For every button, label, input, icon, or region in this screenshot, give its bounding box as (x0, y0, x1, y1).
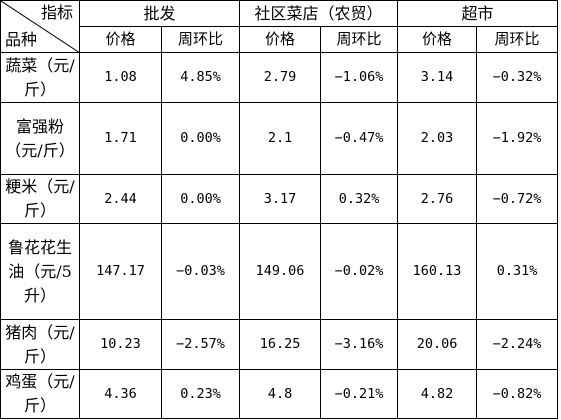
cell-value: 4.8 (239, 369, 322, 419)
cell-value: 2.1 (239, 102, 322, 175)
row-name-pork: 猪肉（元/斤） (0, 319, 80, 370)
table-row: 粳米（元/斤） 2.44 0.00% 3.17 0.32% 2.76 −0.72… (0, 174, 559, 224)
corner-row-label: 品种 (5, 30, 38, 49)
row-name-vegetables: 蔬菜（元/斤） (0, 52, 80, 103)
cell-value: −3.16% (320, 319, 399, 370)
cell-value: 16.25 (239, 319, 322, 370)
table-row: 鲁花花生油（元/5升） 147.17 −0.03% 149.06 −0.02% … (0, 223, 559, 320)
cell-value: −0.82% (476, 369, 559, 419)
cell-value: 2.44 (79, 174, 162, 224)
cell-value: 147.17 (79, 223, 162, 320)
row-name-flour: 富强粉（元/斤） (0, 102, 80, 175)
corner-diagonal-line (1, 1, 79, 52)
cell-value: −0.03% (160, 223, 241, 320)
cell-value: 2.03 (397, 102, 478, 175)
sub-header-wow: 周环比 (320, 26, 399, 53)
cell-value: −1.92% (476, 102, 559, 175)
table-row: 鸡蛋（元/斤） 4.36 0.23% 4.8 −0.21% 4.82 −0.82… (0, 369, 559, 419)
cell-value: −0.47% (320, 102, 399, 175)
table-row: 富强粉（元/斤） 1.71 0.00% 2.1 −0.47% 2.03 −1.9… (0, 102, 559, 175)
corner-col-label: 指标 (40, 3, 73, 22)
cell-value: 0.32% (320, 174, 399, 224)
cell-value: 4.82 (397, 369, 478, 419)
cell-value: 3.17 (239, 174, 322, 224)
row-name-eggs: 鸡蛋（元/斤） (0, 369, 80, 419)
group-header-community-store: 社区菜店（农贸） (239, 0, 399, 27)
sub-header-price: 价格 (397, 26, 478, 53)
cell-value: 2.76 (397, 174, 478, 224)
cell-value: 160.13 (397, 223, 478, 320)
cell-value: 2.79 (239, 52, 322, 103)
cell-value: 0.00% (160, 174, 241, 224)
cell-value: −0.02% (320, 223, 399, 320)
table-row: 蔬菜（元/斤） 1.08 4.85% 2.79 −1.06% 3.14 −0.3… (0, 52, 559, 103)
cell-value: 20.06 (397, 319, 478, 370)
cell-value: 1.08 (79, 52, 162, 103)
group-header-wholesale: 批发 (78, 0, 241, 27)
cell-value: −1.06% (320, 52, 399, 103)
sub-header-price: 价格 (79, 26, 162, 53)
cell-value: 4.85% (160, 52, 241, 103)
sub-header-wow: 周环比 (476, 26, 559, 53)
table-row: 猪肉（元/斤） 10.23 −2.57% 16.25 −3.16% 20.06 … (0, 319, 559, 370)
cell-value: 149.06 (239, 223, 322, 320)
sub-header-row: 价格 周环比 价格 周环比 价格 周环比 (1, 26, 559, 53)
row-name-peanut-oil: 鲁花花生油（元/5升） (0, 223, 80, 320)
cell-value: 1.71 (79, 102, 162, 175)
cell-value: 3.14 (397, 52, 478, 103)
cell-value: −0.21% (320, 369, 399, 419)
cell-value: −2.57% (160, 319, 241, 370)
group-header-supermarket: 超市 (397, 0, 559, 27)
cell-value: 0.31% (476, 223, 559, 320)
cell-value: 10.23 (79, 319, 162, 370)
group-header-row: 指标 品种 批发 社区菜店（农贸） 超市 (0, 0, 559, 53)
row-name-rice: 粳米（元/斤） (0, 174, 80, 224)
sub-header-price: 价格 (239, 26, 322, 53)
cell-value: −2.24% (476, 319, 559, 370)
cell-value: −0.32% (476, 52, 559, 103)
corner-header-cell: 指标 品种 (0, 0, 80, 53)
cell-value: 0.23% (160, 369, 241, 419)
sub-header-wow: 周环比 (160, 26, 241, 53)
cell-value: −0.72% (476, 174, 559, 224)
cell-value: 4.36 (79, 369, 162, 419)
cell-value: 0.00% (160, 102, 241, 175)
